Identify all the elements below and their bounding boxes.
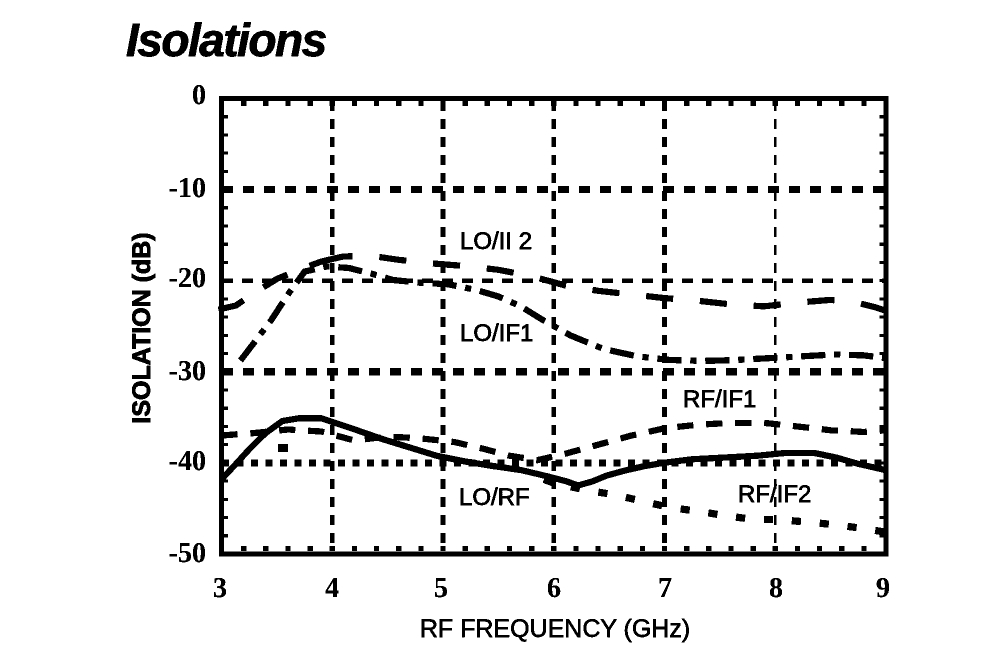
svg-text:7: 7 xyxy=(658,573,672,604)
svg-text:6: 6 xyxy=(547,573,561,604)
svg-text:RF/IF1: RF/IF1 xyxy=(683,386,756,413)
svg-text:9: 9 xyxy=(876,573,890,604)
svg-text:ISOLATION (dB): ISOLATION (dB) xyxy=(128,232,156,423)
svg-text:Isolations: Isolations xyxy=(126,14,327,66)
svg-text:-30: -30 xyxy=(169,356,206,387)
svg-text:-50: -50 xyxy=(169,538,206,569)
svg-text:RF/IF2: RF/IF2 xyxy=(738,481,811,508)
svg-text:-20: -20 xyxy=(169,263,206,294)
svg-text:0: 0 xyxy=(192,80,206,111)
svg-text:RF FREQUENCY (GHz): RF FREQUENCY (GHz) xyxy=(420,615,690,643)
svg-text:LO/RF: LO/RF xyxy=(459,484,530,511)
svg-text:4: 4 xyxy=(325,573,339,604)
svg-text:3: 3 xyxy=(213,573,227,604)
svg-text:-10: -10 xyxy=(169,173,206,204)
svg-text:LO/IF1: LO/IF1 xyxy=(460,320,533,347)
svg-text:8: 8 xyxy=(769,573,783,604)
svg-text:LO/II 2: LO/II 2 xyxy=(460,228,532,255)
svg-text:-40: -40 xyxy=(169,446,206,477)
svg-text:5: 5 xyxy=(434,573,448,604)
